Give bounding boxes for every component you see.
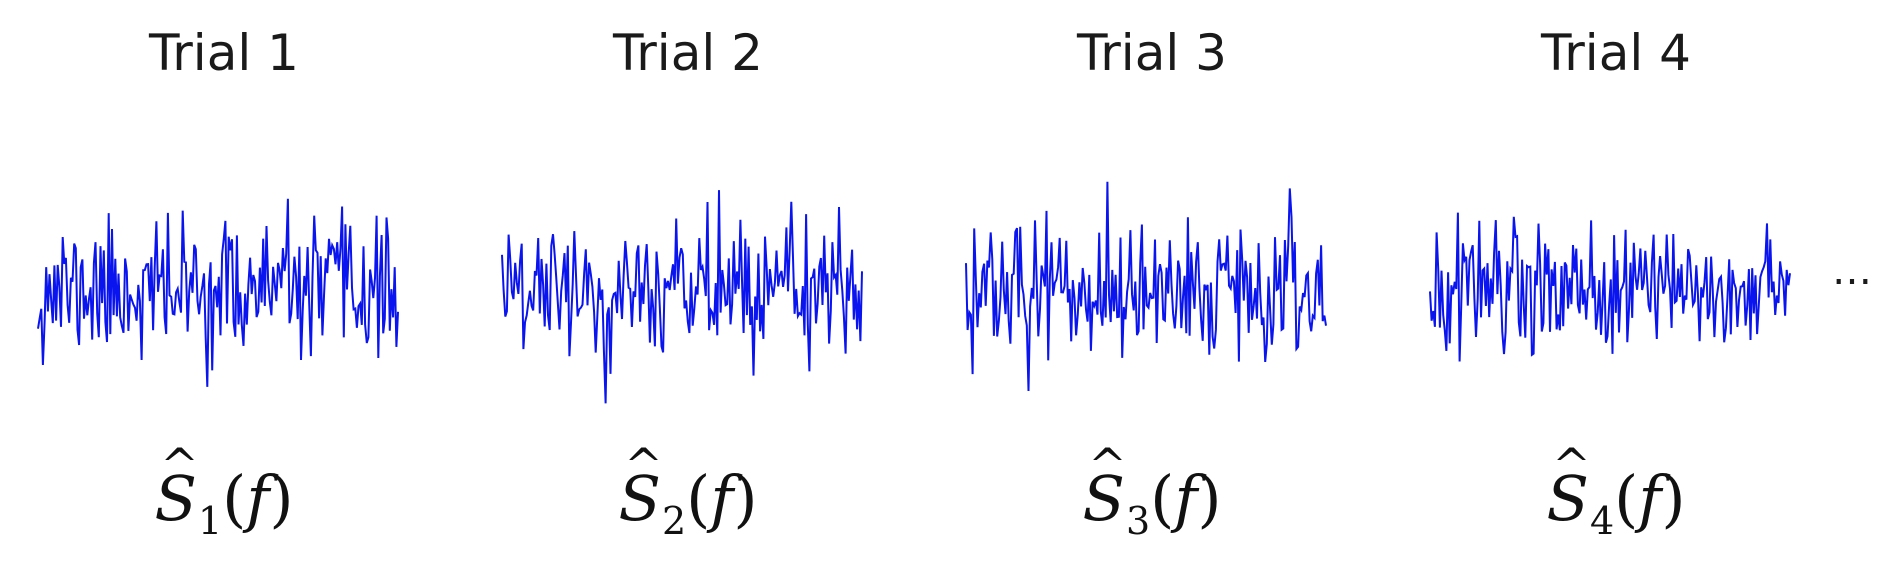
spectral-estimate-label: ^ S1(f) [154, 438, 294, 543]
estimator-hat: ^ [624, 438, 663, 492]
signal-trace [965, 181, 1327, 392]
spectral-estimate-label: ^ S4(f) [1546, 438, 1686, 543]
estimator-symbol: ^ S [154, 438, 199, 535]
estimator-symbol: ^ S [1082, 438, 1127, 535]
estimator-hat: ^ [160, 438, 199, 492]
estimator-subscript: 4 [1589, 499, 1615, 543]
estimator-symbol: ^ S [1546, 438, 1591, 535]
trial-2: Trial 2 ^ S2(f) [498, 0, 878, 578]
estimator-argument: f [1638, 462, 1662, 535]
more-trials-ellipsis: … [1832, 248, 1874, 294]
signal-trace [1429, 212, 1791, 362]
signal-line [37, 198, 399, 387]
trial-3: Trial 3 ^ S3(f) [962, 0, 1342, 578]
trial-title: Trial 2 [613, 24, 763, 82]
estimator-hat: ^ [1088, 438, 1127, 492]
trial-4: Trial 4 ^ S4(f) [1426, 0, 1806, 578]
spectral-estimate-label: ^ S3(f) [1082, 438, 1222, 543]
estimator-symbol: ^ S [618, 438, 663, 535]
signal-line [1429, 212, 1791, 362]
estimator-subscript: 1 [197, 499, 223, 543]
estimator-argument: f [710, 462, 734, 535]
estimator-subscript: 3 [1125, 499, 1151, 543]
estimator-argument: f [246, 462, 270, 535]
signal-trace [501, 190, 863, 404]
trial-title: Trial 1 [149, 24, 299, 82]
estimator-argument: f [1174, 462, 1198, 535]
spectral-estimate-label: ^ S2(f) [618, 438, 758, 543]
trial-title: Trial 3 [1077, 24, 1227, 82]
estimator-subscript: 2 [661, 499, 687, 543]
signal-line [501, 190, 863, 404]
trial-1: Trial 1 ^ S1(f) [34, 0, 414, 578]
estimator-hat: ^ [1552, 438, 1591, 492]
signal-trace [37, 198, 399, 387]
signal-line [965, 181, 1327, 392]
trial-title: Trial 4 [1541, 24, 1691, 82]
